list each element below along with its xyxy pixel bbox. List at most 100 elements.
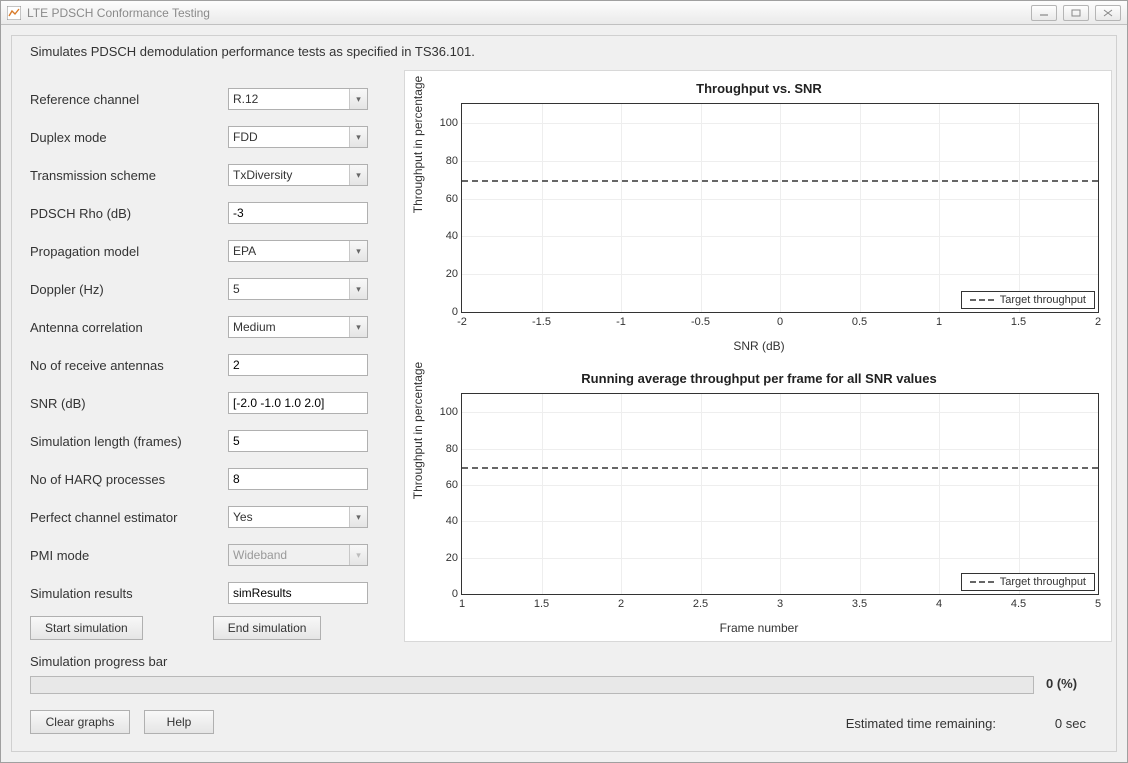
content-panel: Simulates PDSCH demodulation performance… [11,35,1117,752]
chart-plot-area: 02040608010011.522.533.544.55 [461,393,1099,595]
harq-input[interactable] [228,468,368,490]
doppler-select[interactable]: 5 ▾ [228,278,368,300]
gridline [1019,104,1020,312]
tx-scheme-value: TxDiversity [233,168,292,182]
progress-bar [30,676,1034,694]
x-tick-label: 2 [618,598,624,610]
chevron-down-icon: ▾ [349,89,367,109]
titlebar: LTE PDSCH Conformance Testing [1,1,1127,25]
gridline [542,394,543,594]
gridline [780,394,781,594]
chart-title: Throughput vs. SNR [405,81,1113,96]
chart-xlabel: Frame number [720,621,799,635]
app-window: LTE PDSCH Conformance Testing Simulates … [0,0,1128,763]
sim-len-label: Simulation length (frames) [30,434,228,449]
rx-ant-input[interactable] [228,354,368,376]
app-icon [7,6,21,20]
x-tick-label: 2 [1095,316,1101,328]
gridline [860,104,861,312]
minimize-button[interactable] [1031,5,1057,21]
pdsch-rho-input[interactable] [228,202,368,224]
harq-label: No of HARQ processes [30,472,228,487]
tx-scheme-select[interactable]: TxDiversity ▾ [228,164,368,186]
tx-scheme-label: Transmission scheme [30,168,228,183]
gridline [621,394,622,594]
pdsch-rho-field[interactable] [233,203,363,223]
target-throughput-line [462,180,1098,182]
y-tick-label: 40 [446,230,458,242]
prop-model-label: Propagation model [30,244,228,259]
duplex-mode-select[interactable]: FDD ▾ [228,126,368,148]
x-tick-label: 2.5 [693,598,708,610]
y-tick-label: 60 [446,479,458,491]
gridline [939,104,940,312]
pmi-mode-value: Wideband [233,548,287,562]
chart-legend: Target throughput [961,573,1095,591]
perfect-ce-label: Perfect channel estimator [30,510,228,525]
x-tick-label: 4.5 [1011,598,1026,610]
y-tick-label: 100 [440,406,458,418]
reference-channel-select[interactable]: R.12 ▾ [228,88,368,110]
chart-ylabel: Throughput in percentage [411,76,425,213]
x-tick-label: 5 [1095,598,1101,610]
eta-label: Estimated time remaining: [846,716,996,731]
help-button[interactable]: Help [144,710,214,734]
progress-label: Simulation progress bar [30,654,167,669]
gridline [542,104,543,312]
sim-len-field[interactable] [233,431,363,451]
y-tick-label: 60 [446,193,458,205]
legend-dash-icon [970,581,994,583]
x-tick-label: 3 [777,598,783,610]
x-tick-label: -2 [457,316,467,328]
harq-field[interactable] [233,469,363,489]
gridline [780,104,781,312]
perfect-ce-select[interactable]: Yes ▾ [228,506,368,528]
rx-ant-field[interactable] [233,355,363,375]
x-tick-label: 3.5 [852,598,867,610]
chart-ylabel: Throughput in percentage [411,362,425,499]
duplex-mode-value: FDD [233,130,258,144]
doppler-label: Doppler (Hz) [30,282,228,297]
chevron-down-icon: ▾ [349,545,367,565]
chevron-down-icon: ▾ [349,165,367,185]
legend-label: Target throughput [1000,576,1086,588]
clear-graphs-button[interactable]: Clear graphs [30,710,130,734]
snr-field[interactable] [233,393,363,413]
x-tick-label: 0 [777,316,783,328]
x-tick-label: 4 [936,598,942,610]
snr-label: SNR (dB) [30,396,228,411]
parameter-form: Reference channel R.12 ▾ Duplex mode FDD… [30,80,382,640]
sim-len-input[interactable] [228,430,368,452]
end-simulation-button[interactable]: End simulation [213,616,322,640]
x-tick-label: 1.5 [534,598,549,610]
gridline [860,394,861,594]
y-tick-label: 100 [440,117,458,129]
eta-value: 0 sec [1055,716,1086,731]
chart-xlabel: SNR (dB) [733,339,784,353]
legend-label: Target throughput [1000,294,1086,306]
snr-input[interactable] [228,392,368,414]
prop-model-value: EPA [233,244,256,258]
throughput-per-frame-chart: Running average throughput per frame for… [405,361,1113,643]
prop-model-select[interactable]: EPA ▾ [228,240,368,262]
x-tick-label: -1 [616,316,626,328]
window-controls [1031,5,1121,21]
x-tick-label: -1.5 [532,316,551,328]
window-title: LTE PDSCH Conformance Testing [27,6,210,20]
ant-corr-value: Medium [233,320,276,334]
sim-results-label: Simulation results [30,586,228,601]
start-simulation-button[interactable]: Start simulation [30,616,143,640]
sim-results-field[interactable] [233,583,363,603]
close-button[interactable] [1095,5,1121,21]
sim-results-input[interactable] [228,582,368,604]
ant-corr-select[interactable]: Medium ▾ [228,316,368,338]
y-tick-label: 80 [446,155,458,167]
gridline [621,104,622,312]
chevron-down-icon: ▾ [349,279,367,299]
chart-plot-area: 020406080100-2-1.5-1-0.500.511.52 [461,103,1099,313]
y-tick-label: 0 [452,588,458,600]
maximize-button[interactable] [1063,5,1089,21]
reference-channel-label: Reference channel [30,92,228,107]
gridline [939,394,940,594]
chevron-down-icon: ▾ [349,127,367,147]
